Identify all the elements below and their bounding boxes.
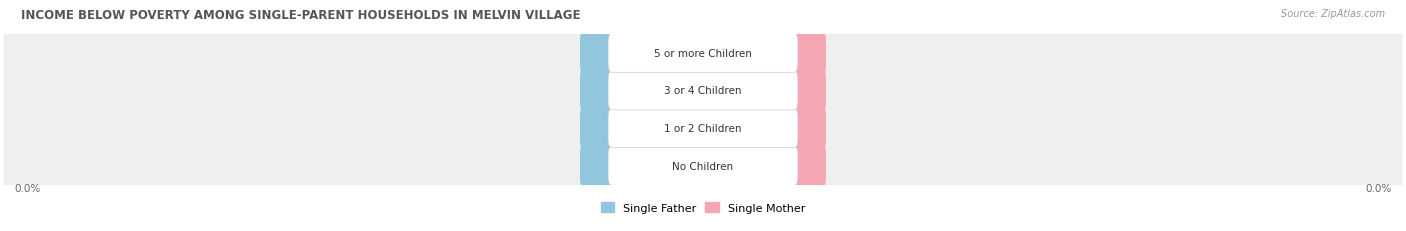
Text: 0.0%: 0.0% (628, 49, 658, 58)
FancyBboxPatch shape (3, 102, 1403, 155)
FancyBboxPatch shape (700, 32, 827, 74)
FancyBboxPatch shape (609, 146, 799, 185)
Text: 0.0%: 0.0% (748, 86, 778, 96)
Text: INCOME BELOW POVERTY AMONG SINGLE-PARENT HOUSEHOLDS IN MELVIN VILLAGE: INCOME BELOW POVERTY AMONG SINGLE-PARENT… (21, 9, 581, 22)
Text: 0.0%: 0.0% (14, 183, 41, 194)
Text: 0.0%: 0.0% (1365, 183, 1392, 194)
FancyBboxPatch shape (3, 27, 1403, 80)
Text: 0.0%: 0.0% (748, 49, 778, 58)
Text: 0.0%: 0.0% (748, 124, 778, 134)
FancyBboxPatch shape (609, 109, 799, 148)
FancyBboxPatch shape (609, 34, 799, 73)
FancyBboxPatch shape (700, 107, 827, 149)
FancyBboxPatch shape (700, 145, 827, 187)
Text: 3 or 4 Children: 3 or 4 Children (664, 86, 742, 96)
Text: 5 or more Children: 5 or more Children (654, 49, 752, 58)
FancyBboxPatch shape (700, 70, 827, 112)
Text: 0.0%: 0.0% (628, 86, 658, 96)
Text: 0.0%: 0.0% (628, 161, 658, 171)
FancyBboxPatch shape (3, 64, 1403, 118)
FancyBboxPatch shape (581, 107, 707, 149)
FancyBboxPatch shape (581, 70, 707, 112)
Legend: Single Father, Single Mother: Single Father, Single Mother (596, 198, 810, 218)
Text: 0.0%: 0.0% (628, 124, 658, 134)
FancyBboxPatch shape (3, 139, 1403, 193)
FancyBboxPatch shape (581, 145, 707, 187)
FancyBboxPatch shape (581, 32, 707, 74)
Text: 0.0%: 0.0% (748, 161, 778, 171)
Text: Source: ZipAtlas.com: Source: ZipAtlas.com (1281, 9, 1385, 19)
Text: No Children: No Children (672, 161, 734, 171)
Text: 1 or 2 Children: 1 or 2 Children (664, 124, 742, 134)
FancyBboxPatch shape (609, 71, 799, 110)
